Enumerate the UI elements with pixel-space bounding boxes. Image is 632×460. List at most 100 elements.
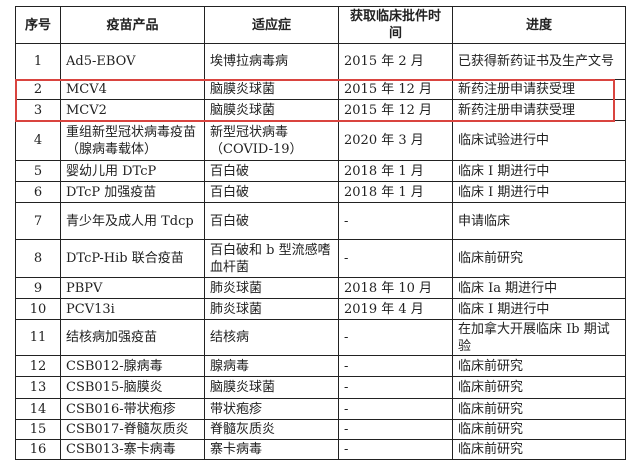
vaccine-pipeline-table: 序号 疫苗产品 适应症 获取临床批件时间 进度 1 Ad5-EBOV 埃博拉病毒病 2015 … xyxy=(15,6,626,460)
clinical-approval-date: 2018 年 1 月 xyxy=(338,160,453,182)
indication: 脑膜炎球菌 xyxy=(204,99,339,121)
progress: 临床前研究 xyxy=(452,376,626,399)
table-row: 12 CSB012-腺病毒 腺病毒 - 临床前研究 xyxy=(15,355,626,377)
indication: 百白破 xyxy=(204,160,339,182)
progress: 新药注册申请获受理 xyxy=(452,99,626,121)
progress: 在加拿大开展临床 Ib 期试验 xyxy=(452,319,626,356)
vaccine-product: CSB017-脊髓灰质炎 xyxy=(60,419,205,440)
table-row: 16 CSB013-寨卡病毒 寨卡病毒 - 临床前研究 xyxy=(15,439,626,460)
row-number: 14 xyxy=(15,398,61,420)
progress: 临床 I 期进行中 xyxy=(452,160,626,182)
clinical-approval-date: - xyxy=(338,439,453,460)
table-row: 8 DTcP-Hib 联合疫苗 百白破和 b 型流感嗜血杆菌 - 临床前研究 xyxy=(15,239,626,278)
row-number: 10 xyxy=(15,298,61,320)
indication: 百白破 xyxy=(204,181,339,203)
row-number: 4 xyxy=(15,120,61,161)
vaccine-product: 婴幼儿用 DTcP xyxy=(60,160,205,182)
progress: 申请临床 xyxy=(452,202,626,240)
vaccine-product: PBPV xyxy=(60,277,205,299)
indication: 百白破和 b 型流感嗜血杆菌 xyxy=(204,239,339,278)
vaccine-product: CSB016-带状疱疹 xyxy=(60,398,205,420)
indication: 脑膜炎球菌 xyxy=(204,79,339,100)
column-header: 进度 xyxy=(452,6,626,44)
column-header: 适应症 xyxy=(204,6,339,44)
table-row: 2 MCV4 脑膜炎球菌 2015 年 12 月新药注册申请获受理 xyxy=(15,79,626,100)
row-number: 1 xyxy=(15,43,61,80)
clinical-approval-date: - xyxy=(338,355,453,377)
progress: 已获得新药证书及生产文号 xyxy=(452,43,626,80)
clinical-approval-date: 2015 年 12 月 xyxy=(338,99,453,121)
indication: 肺炎球菌 xyxy=(204,277,339,299)
progress: 临床前研究 xyxy=(452,355,626,377)
table-row: 13 CSB015-脑膜炎 脑膜炎球菌 - 临床前研究 xyxy=(15,376,626,399)
progress: 临床前研究 xyxy=(452,239,626,278)
vaccine-product: CSB015-脑膜炎 xyxy=(60,376,205,399)
row-number: 7 xyxy=(15,202,61,240)
progress: 临床试验进行中 xyxy=(452,120,626,161)
progress: 临床 Ia 期进行中 xyxy=(452,277,626,299)
vaccine-product: 青少年及成人用 Tdcp xyxy=(60,202,205,240)
table-row: 9 PBPV 肺炎球菌 2018 年 10 月临床 Ia 期进行中 xyxy=(15,277,626,299)
vaccine-product: MCV2 xyxy=(60,99,205,121)
row-number: 3 xyxy=(15,99,61,121)
table-row: 5 婴幼儿用 DTcP 百白破 2018 年 1 月临床 I 期进行中 xyxy=(15,160,626,182)
indication: 百白破 xyxy=(204,202,339,240)
indication: 带状疱疹 xyxy=(204,398,339,420)
clinical-approval-date: - xyxy=(338,202,453,240)
clinical-approval-date: - xyxy=(338,419,453,440)
vaccine-product: 重组新型冠状病毒疫苗（腺病毒载体） xyxy=(60,120,205,161)
row-number: 11 xyxy=(15,319,61,356)
progress: 临床 I 期进行中 xyxy=(452,181,626,203)
clinical-approval-date: 2018 年 1 月 xyxy=(338,181,453,203)
column-header: 疫苗产品 xyxy=(60,6,205,44)
row-number: 6 xyxy=(15,181,61,203)
table-row: 6 DTcP 加强疫苗 百白破 2018 年 1 月临床 I 期进行中 xyxy=(15,181,626,203)
row-number: 5 xyxy=(15,160,61,182)
indication: 寨卡病毒 xyxy=(204,439,339,460)
table-row: 14 CSB016-带状疱疹 带状疱疹 - 临床前研究 xyxy=(15,398,626,420)
vaccine-product: MCV4 xyxy=(60,79,205,100)
vaccine-product: DTcP-Hib 联合疫苗 xyxy=(60,239,205,278)
indication: 新型冠状病毒（COVID-19） xyxy=(204,120,339,161)
clinical-approval-date: 2020 年 3 月 xyxy=(338,120,453,161)
row-number: 13 xyxy=(15,376,61,399)
clinical-approval-date: 2018 年 10 月 xyxy=(338,277,453,299)
row-number: 16 xyxy=(15,439,61,460)
indication: 脑膜炎球菌 xyxy=(204,376,339,399)
row-number: 2 xyxy=(15,79,61,100)
column-header: 获取临床批件时间 xyxy=(338,6,453,44)
table-row: 15 CSB017-脊髓灰质炎 脊髓灰质炎 - 临床前研究 xyxy=(15,419,626,440)
indication: 脊髓灰质炎 xyxy=(204,419,339,440)
vaccine-product: CSB013-寨卡病毒 xyxy=(60,439,205,460)
indication: 肺炎球菌 xyxy=(204,298,339,320)
vaccine-product: CSB012-腺病毒 xyxy=(60,355,205,377)
table-row: 3 MCV2 脑膜炎球菌 2015 年 12 月新药注册申请获受理 xyxy=(15,99,626,121)
table-row: 7 青少年及成人用 Tdcp 百白破 - 申请临床 xyxy=(15,202,626,240)
vaccine-product: DTcP 加强疫苗 xyxy=(60,181,205,203)
clinical-approval-date: 2015 年 2 月 xyxy=(338,43,453,80)
clinical-approval-date: 2019 年 4 月 xyxy=(338,298,453,320)
clinical-approval-date: - xyxy=(338,398,453,420)
row-number: 8 xyxy=(15,239,61,278)
table-row: 1 Ad5-EBOV 埃博拉病毒病 2015 年 2 月已获得新药证书及生产文号 xyxy=(15,43,626,80)
clinical-approval-date: 2015 年 12 月 xyxy=(338,79,453,100)
progress: 临床前研究 xyxy=(452,439,626,460)
vaccine-product: 结核病加强疫苗 xyxy=(60,319,205,356)
progress: 新药注册申请获受理 xyxy=(452,79,626,100)
progress: 临床前研究 xyxy=(452,398,626,420)
row-number: 9 xyxy=(15,277,61,299)
indication: 结核病 xyxy=(204,319,339,356)
clinical-approval-date: - xyxy=(338,239,453,278)
clinical-approval-date: - xyxy=(338,376,453,399)
indication: 腺病毒 xyxy=(204,355,339,377)
row-number: 12 xyxy=(15,355,61,377)
progress: 临床 I 期进行中 xyxy=(452,298,626,320)
table-row: 4 重组新型冠状病毒疫苗（腺病毒载体） 新型冠状病毒（COVID-19） 2020 年… xyxy=(15,120,626,161)
table-row: 11 结核病加强疫苗 结核病 - 在加拿大开展临床 Ib 期试验 xyxy=(15,319,626,356)
vaccine-product: Ad5-EBOV xyxy=(60,43,205,80)
vaccine-product: PCV13i xyxy=(60,298,205,320)
indication: 埃博拉病毒病 xyxy=(204,43,339,80)
table-row: 10 PCV13i 肺炎球菌 2019 年 4 月临床 I 期进行中 xyxy=(15,298,626,320)
clinical-approval-date: - xyxy=(338,319,453,356)
progress: 临床前研究 xyxy=(452,419,626,440)
